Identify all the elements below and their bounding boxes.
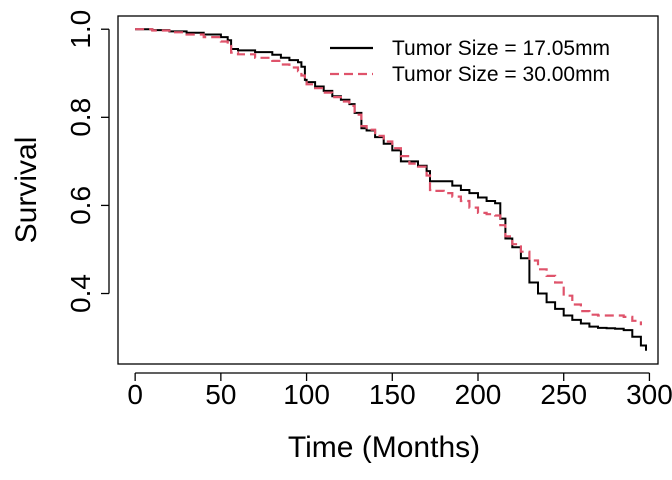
y-tick-label: 0.8 bbox=[65, 98, 96, 137]
x-tick-label: 200 bbox=[455, 379, 502, 410]
series-line-30mm bbox=[135, 28, 642, 326]
y-tick-label: 0.4 bbox=[65, 274, 96, 313]
y-tick-label: 0.6 bbox=[65, 186, 96, 225]
x-tick-label: 0 bbox=[127, 379, 143, 410]
y-tick-label: 1.0 bbox=[65, 10, 96, 49]
legend-label: Tumor Size = 30.00mm bbox=[392, 63, 610, 86]
x-tick-label: 50 bbox=[205, 379, 236, 410]
x-axis-label: Time (Months) bbox=[288, 431, 480, 464]
y-axis: 0.4 0.6 0.8 1.0 bbox=[65, 10, 110, 313]
series-line-17mm bbox=[135, 28, 647, 351]
x-tick-label: 300 bbox=[626, 379, 672, 410]
x-tick-label: 100 bbox=[283, 379, 330, 410]
x-tick-label: 250 bbox=[540, 379, 587, 410]
x-axis: 0 50 100 150 200 250 300 bbox=[127, 372, 672, 410]
x-tick-label: 150 bbox=[369, 379, 416, 410]
legend: Tumor Size = 17.05mm Tumor Size = 30.00mm bbox=[330, 37, 610, 86]
series-layer bbox=[135, 28, 647, 351]
y-axis-label: Survival bbox=[10, 137, 43, 244]
plot-frame bbox=[117, 15, 659, 365]
legend-label: Tumor Size = 17.05mm bbox=[392, 37, 610, 60]
